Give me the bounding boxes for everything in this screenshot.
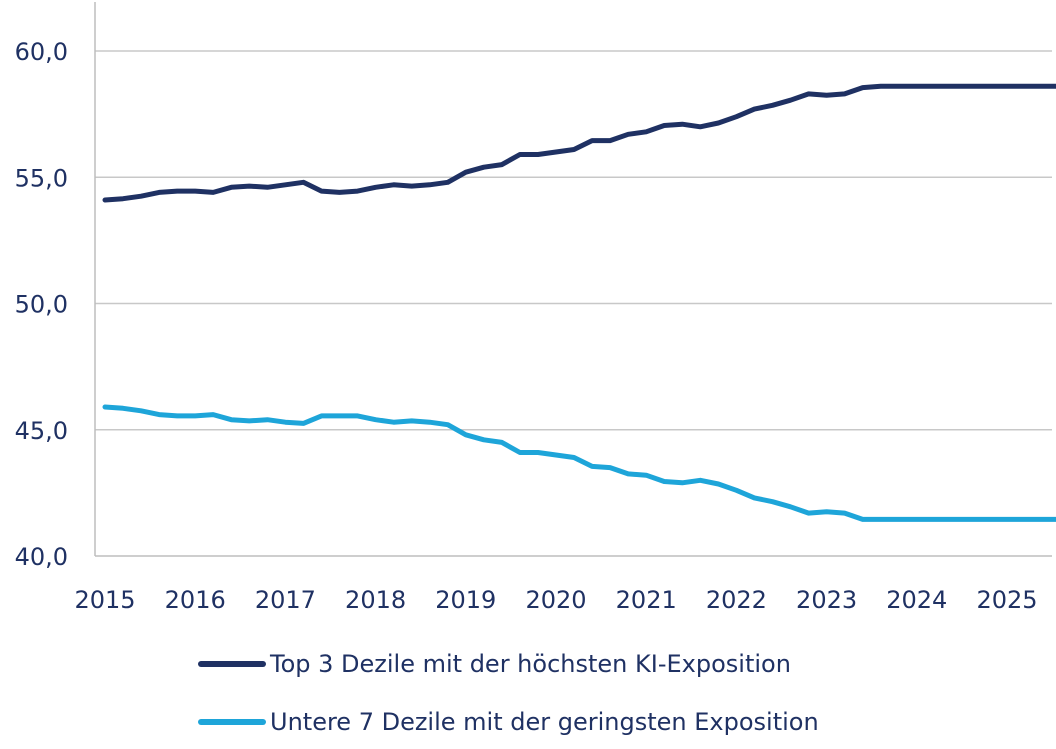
- x-tick-label: 2024: [886, 586, 947, 614]
- x-tick-label: 2018: [345, 586, 406, 614]
- x-tick-labels: 2015 2016 2017 2018 2019 2020 2021 2022 2023 2024…: [74, 586, 1037, 614]
- x-tick-label: 2017: [255, 586, 316, 614]
- line-chart: 60,055,050,045,040,0 2015 2016 2017 2018 201…: [15, 2, 1056, 614]
- x-tick-label: 2023: [796, 586, 857, 614]
- x-tick-label: 2022: [706, 586, 767, 614]
- series-line-1: [102, 404, 1056, 522]
- legend-swatch-top3: [198, 661, 266, 667]
- axes: [94, 2, 1052, 557]
- legend-label-bottom7: Untere 7 Dezile mit der geringsten Expos…: [270, 708, 819, 736]
- y-tick-label: 40,0: [15, 543, 68, 571]
- x-tick-label: 2025: [976, 586, 1037, 614]
- legend-item-bottom7: Untere 7 Dezile mit der geringsten Expos…: [198, 708, 819, 736]
- gridlines: [95, 50, 1052, 431]
- y-tick-labels: 60,0 55,0 50,0 45,0 40,0: [15, 38, 68, 571]
- y-tick-label: 45,0: [15, 417, 68, 445]
- y-tick-label: 55,0: [15, 164, 68, 192]
- series-line-0: [102, 83, 1056, 203]
- y-tick-label: 50,0: [15, 291, 68, 319]
- x-tick-label: 2016: [165, 586, 226, 614]
- x-tick-label: 2021: [616, 586, 677, 614]
- y-tick-label: 60,0: [15, 38, 68, 66]
- x-tick-label: 2015: [74, 586, 135, 614]
- legend-swatch-bottom7: [198, 719, 266, 725]
- legend-label-top3: Top 3 Dezile mit der höchsten KI-Exposit…: [270, 650, 791, 678]
- x-tick-label: 2020: [525, 586, 586, 614]
- legend-item-top3: Top 3 Dezile mit der höchsten KI-Exposit…: [198, 650, 791, 678]
- series-lines: [102, 83, 1056, 522]
- x-tick-label: 2019: [435, 586, 496, 614]
